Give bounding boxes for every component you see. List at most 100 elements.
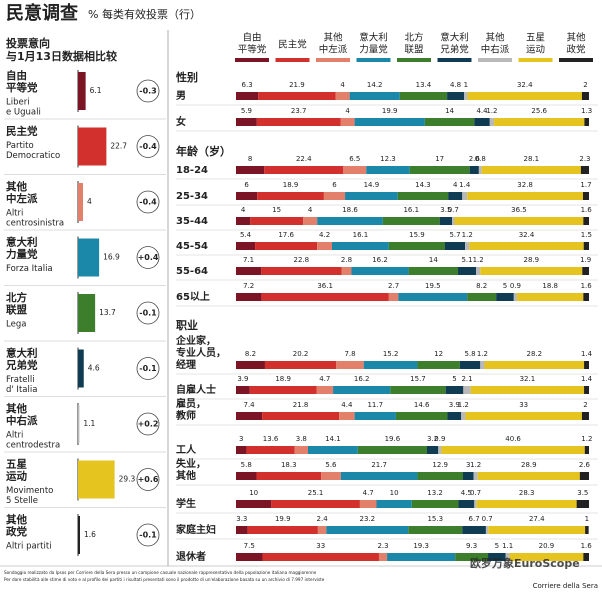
legend-name: 联盟 (404, 45, 424, 56)
segment-label: 32.4 (517, 81, 533, 89)
segment (485, 526, 489, 534)
segment (480, 361, 485, 369)
segment-label: 3.3 (236, 515, 247, 523)
segment (236, 267, 262, 275)
segment-label: 14.9 (364, 181, 380, 189)
segment-label: 3 (239, 435, 243, 443)
group-label: 性别 (176, 70, 198, 84)
change-badge (136, 135, 160, 158)
segment-label: 8 (248, 155, 252, 163)
change-badge (136, 190, 160, 214)
segment (454, 217, 584, 225)
legend-name: 中左派 (319, 44, 348, 56)
row-label: 55-64 (176, 266, 208, 277)
change-badge (136, 301, 160, 325)
segment (444, 242, 466, 250)
segment-label: 4 (308, 206, 313, 214)
segment-label: 17.6 (278, 231, 294, 239)
segment-label: 21.9 (289, 81, 305, 89)
party-italian: centrodestra (6, 441, 60, 451)
segment-label: 1.3 (581, 107, 592, 115)
segment (345, 192, 398, 200)
segment-label: 0.7 (448, 206, 459, 214)
segment-label: 25.1 (308, 489, 324, 497)
watermark: 欧罗万象EuroScope (470, 556, 580, 570)
segment-label: 3 (466, 461, 470, 469)
legend-name: 力量党 (359, 44, 388, 56)
segment-label: 32.1 (520, 375, 536, 383)
segment-label: 5.1 (461, 256, 472, 264)
party-name: 力量党 (6, 248, 38, 261)
footnote: Sondaggio realizzato da Ipsos per Corrie… (4, 570, 317, 575)
party-italian: Altri partiti (6, 542, 52, 552)
segment (326, 526, 409, 534)
segment-label: 32.4 (519, 231, 535, 239)
value-label: 1.1 (83, 419, 95, 428)
segment-label: 36.5 (511, 206, 527, 214)
legend-swatch (518, 58, 553, 62)
segment (236, 192, 258, 200)
segment (509, 553, 584, 561)
segment-label: 33 (519, 401, 528, 409)
segment-label: 28.3 (519, 489, 535, 497)
segment (388, 293, 399, 301)
page-title: 民意调查 (6, 2, 78, 24)
segment-label: 4 (453, 181, 458, 189)
segment-label: 1.6 (581, 282, 593, 290)
segment-label: 13.6 (263, 435, 279, 443)
segment-label: 18.6 (342, 206, 358, 214)
segment-label: 1.2 (581, 435, 592, 443)
segment (357, 446, 427, 454)
segment (323, 192, 346, 200)
party-name: 运动 (6, 470, 27, 483)
segment (236, 242, 256, 250)
segment (462, 472, 474, 480)
segment (411, 500, 459, 508)
panel-title: 与1月13日数据相比较 (6, 49, 117, 63)
page-subtitle: % 每类有效投票（行） (88, 7, 201, 21)
value-label: 29.3 (119, 475, 136, 484)
segment-label: 5.7 (449, 231, 460, 239)
segment (317, 242, 333, 250)
segment (236, 500, 272, 508)
value-label: 22.7 (110, 142, 127, 151)
party-name: 自由 (6, 69, 27, 82)
segment-label: 32.8 (517, 181, 533, 189)
segment (246, 446, 295, 454)
segment (351, 267, 409, 275)
row-label: 退休者 (176, 550, 206, 563)
party-italian: d' Italia (6, 385, 37, 395)
row-label: 教师 (175, 409, 196, 422)
row-label: 45-54 (176, 241, 208, 252)
segment-label: 5.8 (241, 461, 252, 469)
segment (256, 472, 322, 480)
change-badge (136, 523, 160, 547)
segment (343, 166, 367, 174)
party-italian: Liberi (6, 98, 30, 108)
segment-label: 7.8 (344, 350, 355, 358)
party-italian: e Uguali (6, 108, 41, 118)
change-label: +0.6 (138, 475, 159, 484)
change-badge (136, 412, 160, 436)
segment-label: 3.5 (577, 489, 588, 497)
segment (409, 166, 470, 174)
change-label: -0.1 (139, 309, 157, 318)
segment (469, 166, 479, 174)
segment-label: 13.4 (416, 81, 432, 89)
segment-label: 7.2 (243, 282, 254, 290)
segment-label: 6.5 (349, 155, 360, 163)
legend-name: 意大利 (440, 32, 469, 44)
segment (395, 412, 448, 420)
segment (441, 446, 585, 454)
segment-label: 12.9 (432, 461, 448, 469)
segment-label: 3.2 (427, 435, 438, 443)
segment-label: 1.4 (581, 350, 593, 358)
segment-label: 15 (272, 206, 281, 214)
row-label: 企业家， (175, 334, 216, 347)
segment (467, 293, 497, 301)
segment (452, 217, 455, 225)
segment (236, 553, 263, 561)
party-italian: Altri (6, 209, 23, 219)
segment-label: 5 (503, 282, 507, 290)
change-label: +0.2 (138, 420, 159, 429)
